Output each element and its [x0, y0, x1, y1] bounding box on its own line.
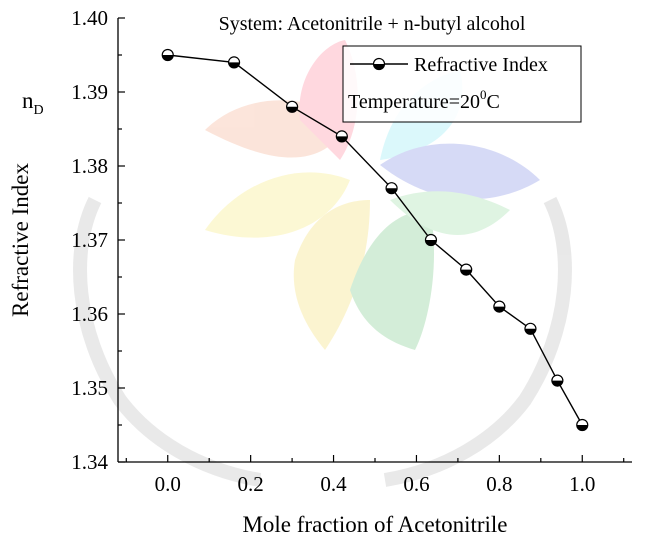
data-point — [161, 48, 174, 62]
data-point — [524, 322, 537, 335]
x-axis-ticks: 0.0 0.2 0.4 0.6 0.8 1.0 — [125, 455, 625, 496]
y-symbol-main: n — [22, 88, 34, 113]
x-axis-title: Mole fraction of Acetonitrile — [242, 512, 507, 537]
chart-title: System: Acetonitrile + n-butyl alcohol — [219, 13, 526, 35]
legend-box — [342, 45, 582, 123]
data-point — [285, 100, 299, 113]
data-point — [335, 130, 348, 143]
data-point — [460, 263, 473, 276]
y-tick-label: 1.37 — [71, 228, 108, 252]
y-tick-label: 1.36 — [71, 302, 108, 326]
y-axis-title: Refractive Index — [8, 163, 33, 317]
watermark-logo — [73, 40, 572, 487]
y-tick-label: 1.38 — [71, 154, 108, 178]
data-point — [385, 182, 398, 195]
temperature-annotation: Temperature=200C — [348, 87, 500, 113]
y-symbol-sub: D — [34, 103, 44, 118]
y-axis-symbol: nD — [22, 88, 44, 118]
y-tick-label: 1.35 — [71, 376, 108, 400]
series-points — [161, 48, 589, 432]
legend-label: Refractive Index — [414, 54, 548, 76]
data-point — [576, 418, 589, 432]
x-tick-label: 0.8 — [486, 472, 512, 496]
temperature-label: Temperature=20 — [348, 91, 480, 113]
data-point — [227, 56, 241, 69]
data-point — [493, 300, 506, 313]
data-point — [551, 374, 564, 387]
temperature-sup: 0 — [480, 87, 487, 102]
x-tick-label: 0.6 — [403, 472, 429, 496]
y-tick-label: 1.40 — [71, 6, 108, 30]
legend: Refractive Index Temperature=200C — [342, 45, 582, 123]
data-point — [424, 233, 438, 247]
legend-marker — [372, 57, 386, 71]
y-tick-label: 1.34 — [71, 450, 108, 474]
temperature-unit: C — [487, 91, 500, 113]
x-tick-label: 1.0 — [569, 472, 595, 496]
y-tick-label: 1.39 — [71, 80, 108, 104]
x-tick-label: 0.4 — [320, 472, 347, 496]
x-tick-label: 0.0 — [155, 472, 181, 496]
y-axis-ticks: 1.34 1.35 1.36 1.37 1.38 1.39 1.40 — [71, 6, 125, 474]
x-tick-label: 0.2 — [238, 472, 264, 496]
